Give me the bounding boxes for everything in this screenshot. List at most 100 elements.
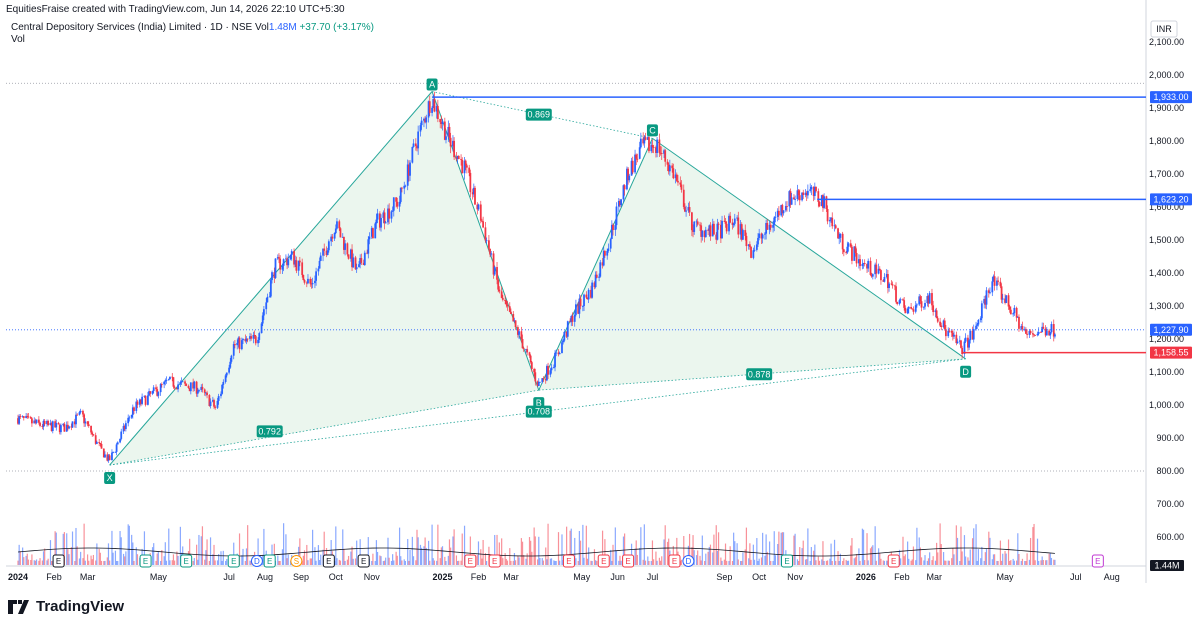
candle-body <box>874 264 877 275</box>
volume-bar <box>383 560 386 565</box>
volume-bar <box>545 547 547 565</box>
candle-body <box>838 237 841 239</box>
volume-bar <box>441 546 444 565</box>
volume-bar <box>531 551 533 565</box>
event-marker-label: E <box>231 557 236 566</box>
volume-bar <box>351 546 353 565</box>
candle-body <box>22 416 25 418</box>
candle-body <box>1037 331 1040 334</box>
volume-bar <box>553 560 555 565</box>
candle-body <box>396 201 399 207</box>
volume-bar <box>807 528 809 565</box>
volume-bar <box>286 558 288 565</box>
candle-body <box>700 225 703 237</box>
candle-body <box>729 215 732 223</box>
candle-body <box>609 238 612 249</box>
candle-body <box>297 260 300 271</box>
candle-body <box>904 307 907 314</box>
candle-body <box>841 233 844 250</box>
candle-body <box>672 168 675 179</box>
candle-body <box>991 281 994 293</box>
candle-body <box>42 420 45 427</box>
candle-body <box>387 208 389 223</box>
candle-body <box>513 320 516 322</box>
volume-bar <box>247 525 249 565</box>
candle-body <box>750 246 752 258</box>
volume-bar <box>409 550 411 565</box>
volume-bar <box>100 560 103 565</box>
candle-body <box>549 370 552 375</box>
candle-body <box>701 230 704 237</box>
candle-body <box>464 160 467 166</box>
volume-bar <box>651 540 654 565</box>
volume-bar <box>506 560 509 565</box>
tradingview-logo: TradingView <box>8 598 124 615</box>
volume-bar <box>765 534 767 565</box>
candle-body <box>310 283 313 285</box>
event-marker-label: E <box>267 557 272 566</box>
candle-body <box>677 180 679 183</box>
volume-bar <box>169 560 171 565</box>
volume-bar <box>1002 553 1004 565</box>
volume-bar <box>975 524 977 565</box>
event-marker-label: E <box>326 557 331 566</box>
candle-body <box>314 280 316 284</box>
volume-bar <box>575 558 577 565</box>
event-marker-earnings-icon <box>622 554 635 568</box>
y-tick-label: 1,700.00 <box>1149 169 1184 179</box>
x-tick-label: Aug <box>1104 572 1120 582</box>
candle-body <box>668 165 671 172</box>
volume-bar <box>509 548 511 565</box>
volume-bar <box>400 556 402 565</box>
candle-body <box>976 324 979 326</box>
volume-bar <box>934 560 937 565</box>
volume-bar <box>396 555 398 565</box>
volume-bar <box>238 533 241 565</box>
volume-bar <box>715 525 717 565</box>
candle-body <box>490 253 493 255</box>
candle-body <box>833 225 836 227</box>
candle-body <box>747 244 750 247</box>
volume-bar <box>222 550 224 565</box>
volume-bar <box>833 539 836 565</box>
volume-bar <box>886 560 888 565</box>
currency-label: INR <box>1156 24 1172 34</box>
candle-body <box>51 421 54 431</box>
candle-body <box>593 282 596 288</box>
candle-body <box>455 157 458 159</box>
candle-body <box>992 276 995 282</box>
candle-body <box>217 396 220 401</box>
candle-body <box>163 381 166 385</box>
volume-bar <box>799 547 801 565</box>
candle-body <box>431 107 433 113</box>
candle-body <box>663 150 665 154</box>
candle-body <box>311 283 314 285</box>
candle-body <box>542 378 545 380</box>
candle-body <box>452 140 454 147</box>
volume-bar <box>845 559 847 565</box>
volume-bar <box>984 552 986 565</box>
volume-bar <box>821 559 823 565</box>
volume-bar <box>911 559 913 565</box>
event-marker-label: E <box>566 557 571 566</box>
candle-body <box>1029 331 1032 334</box>
volume-bar <box>939 523 941 565</box>
candle-body <box>810 186 813 190</box>
candle-body <box>193 381 196 389</box>
candle-body <box>586 297 589 300</box>
volume-bar <box>708 546 710 565</box>
volume-bar <box>661 556 663 565</box>
volume-bar <box>537 559 539 565</box>
volume-bar <box>542 560 545 565</box>
candle-body <box>41 425 44 427</box>
volume-bar <box>1050 557 1053 565</box>
candle-body <box>971 330 974 340</box>
candle-body <box>343 236 345 250</box>
candle-body <box>950 331 953 333</box>
volume-bar <box>307 560 309 565</box>
candle-body <box>485 240 488 242</box>
candle-body <box>271 272 273 281</box>
candle-body <box>281 265 284 270</box>
volume-bar <box>1045 560 1047 565</box>
